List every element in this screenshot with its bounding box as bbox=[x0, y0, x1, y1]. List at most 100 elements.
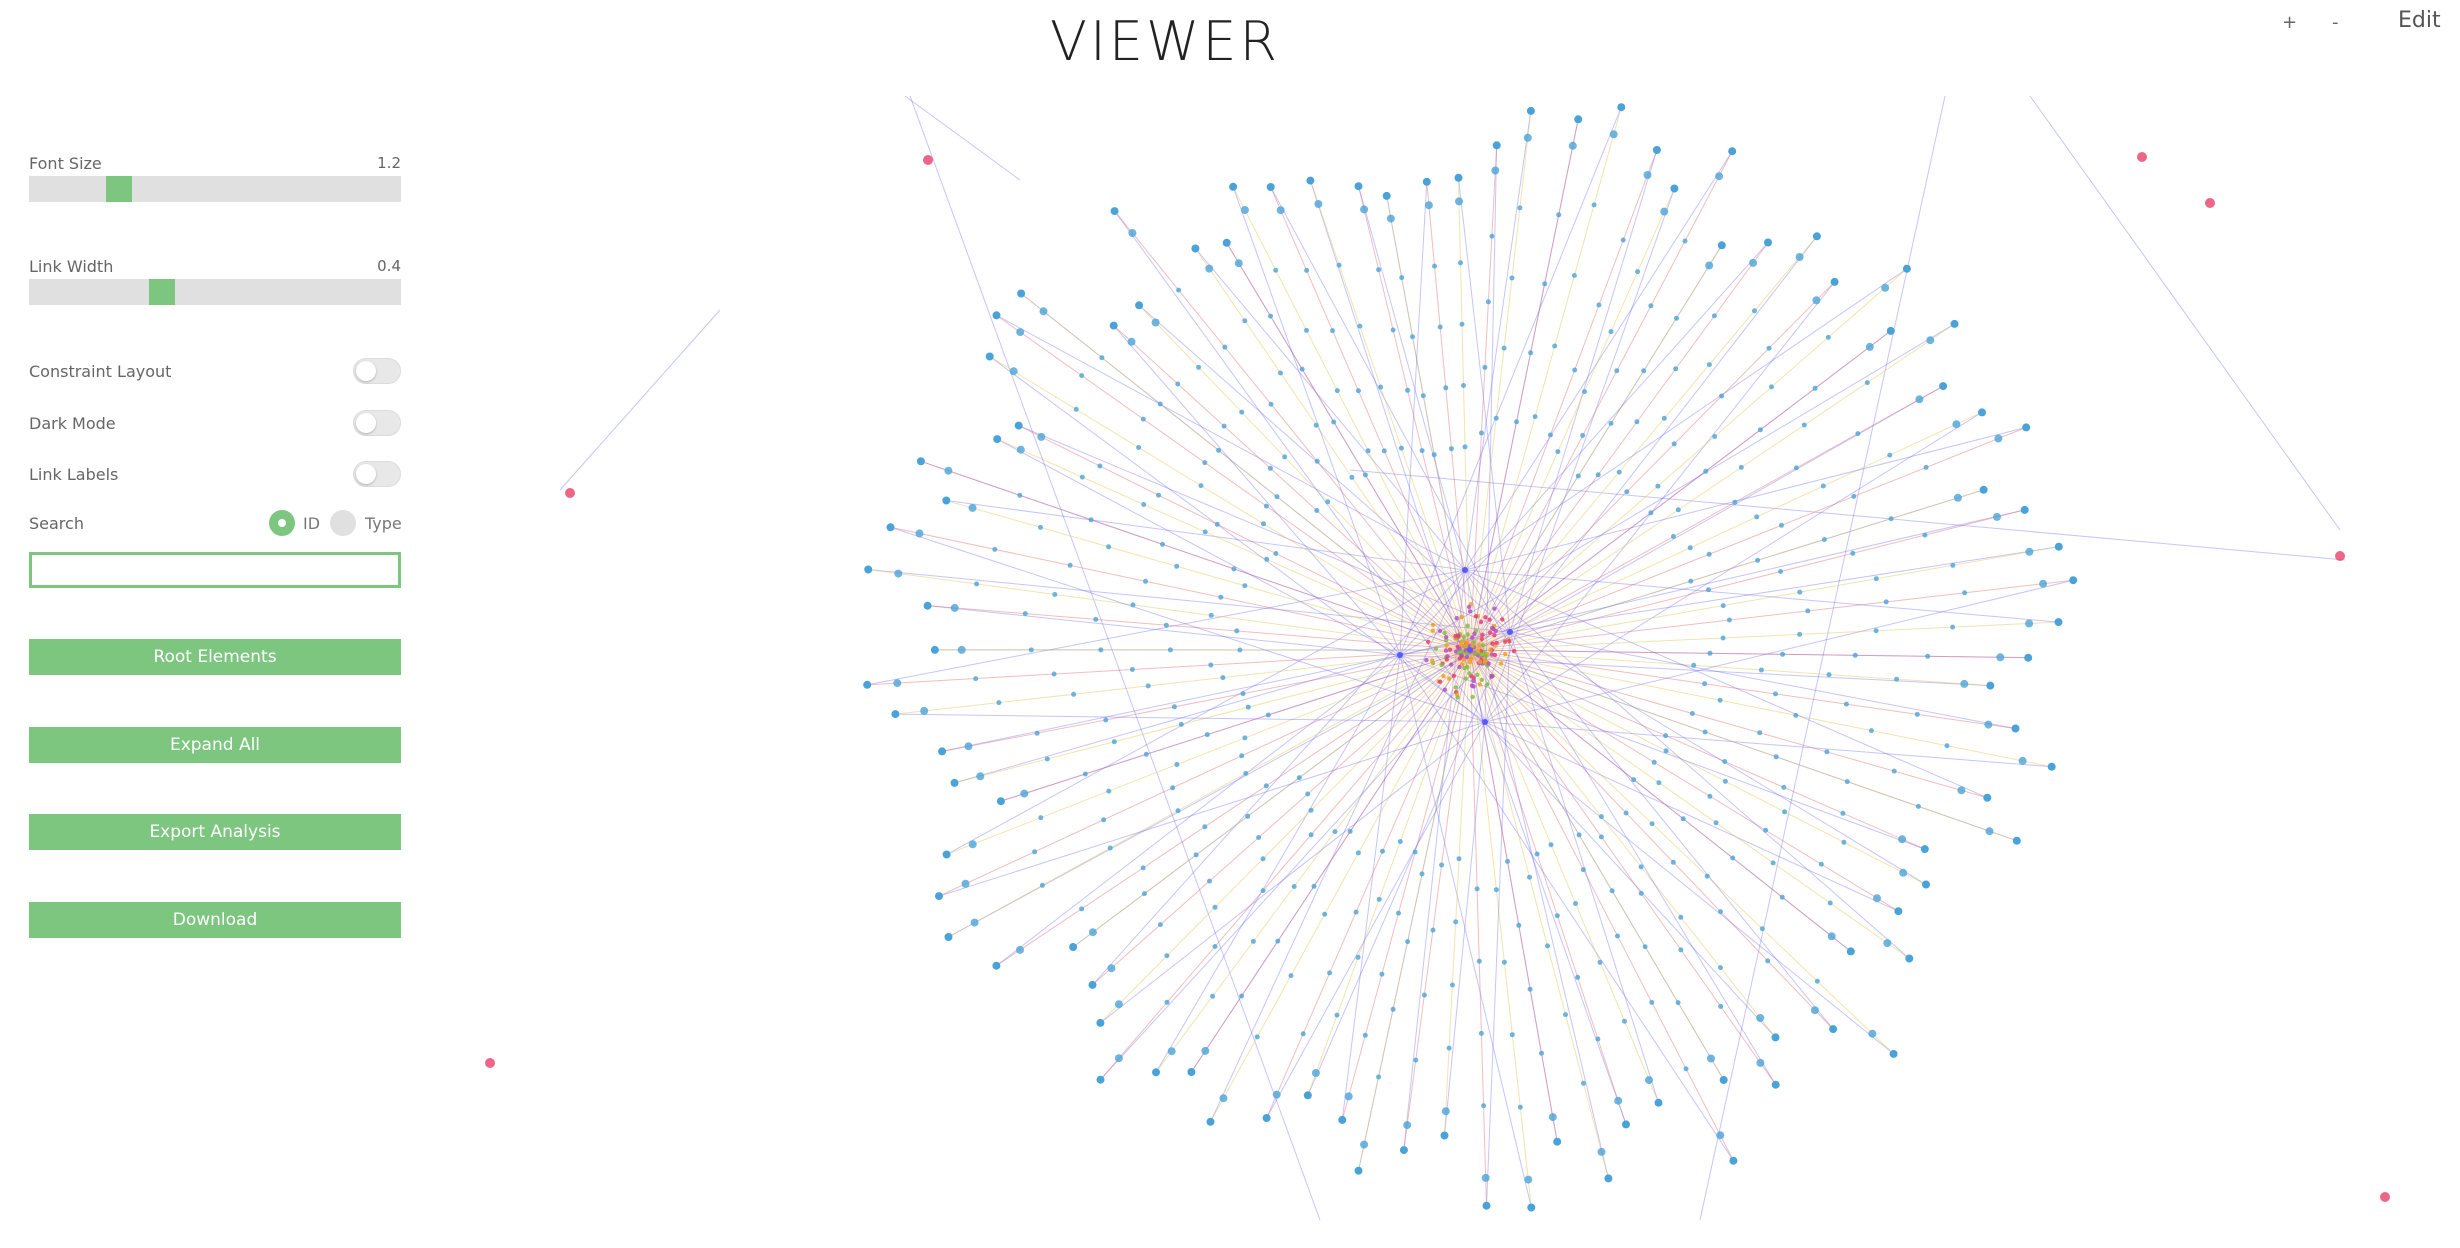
leaf-node[interactable] bbox=[1111, 739, 1117, 745]
leaf-node[interactable] bbox=[1656, 780, 1662, 786]
leaf-node[interactable] bbox=[1107, 964, 1116, 973]
leaf-node[interactable] bbox=[1354, 1166, 1363, 1175]
core-node[interactable] bbox=[1467, 609, 1473, 614]
leaf-node[interactable] bbox=[1718, 1003, 1724, 1009]
leaf-node[interactable] bbox=[1758, 667, 1764, 673]
leaf-node[interactable] bbox=[1883, 939, 1892, 948]
leaf-node[interactable] bbox=[1635, 269, 1641, 275]
leaf-node[interactable] bbox=[1096, 1075, 1105, 1084]
leaf-node[interactable] bbox=[1574, 115, 1583, 124]
leaf-node[interactable] bbox=[1812, 385, 1818, 391]
leaf-node[interactable] bbox=[1175, 808, 1181, 814]
leaf-node[interactable] bbox=[1905, 954, 1914, 963]
leaf-node[interactable] bbox=[1722, 778, 1728, 784]
leaf-node[interactable] bbox=[1575, 974, 1581, 980]
leaf-node[interactable] bbox=[1106, 788, 1112, 794]
leaf-node[interactable] bbox=[1308, 807, 1314, 813]
leaf-node[interactable] bbox=[1382, 191, 1391, 200]
leaf-node[interactable] bbox=[1313, 422, 1319, 428]
leaf-node[interactable] bbox=[1331, 419, 1337, 425]
core-node[interactable] bbox=[1492, 652, 1498, 658]
core-node[interactable] bbox=[1480, 632, 1485, 637]
leaf-node[interactable] bbox=[893, 679, 902, 688]
leaf-node[interactable] bbox=[1651, 759, 1657, 765]
leaf-node[interactable] bbox=[1683, 1066, 1689, 1072]
leaf-node[interactable] bbox=[1482, 1201, 1491, 1210]
leaf-node[interactable] bbox=[1260, 888, 1266, 894]
leaf-node[interactable] bbox=[1505, 858, 1510, 864]
core-node[interactable] bbox=[1498, 661, 1504, 666]
leaf-node[interactable] bbox=[1038, 815, 1044, 821]
leaf-node[interactable] bbox=[1580, 867, 1586, 873]
leaf-node[interactable] bbox=[1793, 465, 1799, 471]
leaf-node[interactable] bbox=[1726, 617, 1732, 623]
leaf-node[interactable] bbox=[1208, 662, 1214, 668]
leaf-node[interactable] bbox=[1016, 945, 1024, 954]
core-node[interactable] bbox=[1455, 633, 1461, 638]
leaf-node[interactable] bbox=[1749, 258, 1758, 267]
leaf-node[interactable] bbox=[1545, 943, 1550, 949]
leaf-node[interactable] bbox=[1322, 911, 1328, 917]
leaf-node[interactable] bbox=[1527, 986, 1533, 992]
leaf-node[interactable] bbox=[1572, 367, 1578, 373]
leaf-node[interactable] bbox=[1702, 681, 1708, 687]
leaf-node[interactable] bbox=[1214, 521, 1220, 527]
leaf-node[interactable] bbox=[1212, 904, 1218, 910]
leaf-node[interactable] bbox=[1994, 434, 2003, 443]
leaf-node[interactable] bbox=[1245, 813, 1251, 819]
leaf-node[interactable] bbox=[1597, 959, 1603, 965]
core-node[interactable] bbox=[1478, 619, 1484, 625]
core-node[interactable] bbox=[1444, 657, 1450, 662]
leaf-node[interactable] bbox=[1528, 350, 1534, 356]
leaf-node[interactable] bbox=[1386, 214, 1395, 223]
leaf-node[interactable] bbox=[1163, 622, 1169, 628]
leaf-node[interactable] bbox=[1624, 489, 1630, 495]
leaf-node[interactable] bbox=[1454, 173, 1463, 182]
core-node[interactable] bbox=[1443, 648, 1449, 653]
leaf-node[interactable] bbox=[1396, 910, 1401, 916]
leaf-node[interactable] bbox=[1243, 770, 1249, 776]
leaf-node[interactable] bbox=[1596, 302, 1602, 308]
core-node[interactable] bbox=[1454, 616, 1459, 621]
leaf-node[interactable] bbox=[1914, 711, 1920, 717]
leaf-node[interactable] bbox=[1678, 914, 1684, 920]
leaf-node[interactable] bbox=[1555, 449, 1561, 455]
core-node[interactable] bbox=[1453, 685, 1459, 690]
leaf-node[interactable] bbox=[1818, 861, 1824, 867]
hub-node[interactable] bbox=[1462, 567, 1468, 573]
leaf-node[interactable] bbox=[1591, 202, 1597, 208]
leaf-node[interactable] bbox=[1756, 1014, 1765, 1022]
leaf-node[interactable] bbox=[1314, 200, 1323, 208]
leaf-node[interactable] bbox=[920, 706, 929, 715]
leaf-node[interactable] bbox=[1273, 267, 1279, 273]
leaf-node[interactable] bbox=[1770, 860, 1776, 866]
leaf-node[interactable] bbox=[1898, 835, 1907, 844]
leaf-node[interactable] bbox=[1171, 704, 1177, 710]
leaf-node[interactable] bbox=[1052, 592, 1058, 597]
leaf-node[interactable] bbox=[1886, 326, 1895, 335]
leaf-node[interactable] bbox=[1766, 345, 1772, 351]
leaf-node[interactable] bbox=[1939, 382, 1948, 391]
core-node[interactable] bbox=[1472, 631, 1477, 636]
leaf-node[interactable] bbox=[1376, 1074, 1382, 1080]
leaf-node[interactable] bbox=[1193, 852, 1199, 858]
leaf-node[interactable] bbox=[1962, 590, 1968, 596]
leaf-node[interactable] bbox=[1419, 871, 1425, 877]
core-node[interactable] bbox=[1455, 695, 1460, 700]
leaf-node[interactable] bbox=[1311, 883, 1317, 889]
leaf-node[interactable] bbox=[1376, 267, 1382, 273]
core-node[interactable] bbox=[1465, 623, 1470, 628]
core-node[interactable] bbox=[1430, 622, 1436, 627]
leaf-node[interactable] bbox=[1397, 839, 1403, 844]
leaf-node[interactable] bbox=[1707, 793, 1713, 799]
leaf-node[interactable] bbox=[1016, 328, 1025, 337]
leaf-node[interactable] bbox=[1219, 1094, 1228, 1103]
outlier-node[interactable] bbox=[2335, 551, 2345, 561]
leaf-node[interactable] bbox=[1654, 1098, 1663, 1107]
leaf-node[interactable] bbox=[1491, 166, 1500, 175]
core-node[interactable] bbox=[1488, 647, 1493, 653]
leaf-node[interactable] bbox=[1615, 933, 1620, 939]
leaf-node[interactable] bbox=[1334, 388, 1340, 394]
leaf-node[interactable] bbox=[961, 879, 970, 888]
